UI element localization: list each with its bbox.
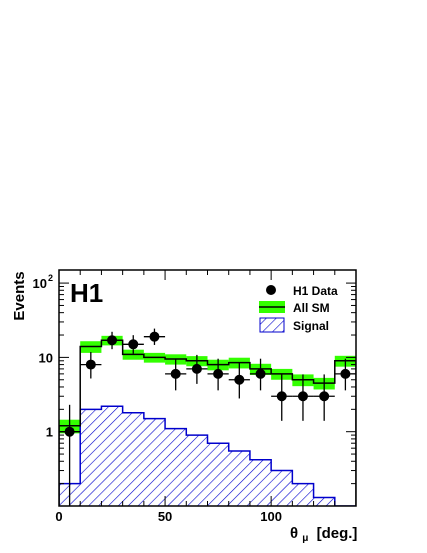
data-point — [319, 391, 330, 402]
signal-bin — [101, 406, 123, 506]
x-tick-label: 0 — [55, 509, 62, 524]
data-points-layer — [59, 328, 356, 506]
data-point — [107, 335, 118, 346]
y-axis-label: Events — [11, 271, 28, 320]
data-point — [276, 391, 287, 402]
data-point — [255, 368, 266, 379]
x-axis-label: θ μ [deg.] — [290, 525, 357, 545]
x-tick-label: 100 — [260, 509, 282, 524]
signal-bin — [207, 443, 229, 506]
x-axis-label-unit: [deg.] — [317, 525, 358, 542]
signal-bin — [143, 418, 166, 506]
data-point — [128, 339, 139, 350]
signal-bin — [292, 483, 314, 506]
signal-bin — [313, 497, 335, 506]
signal-bin — [122, 412, 144, 506]
data-point — [149, 331, 160, 342]
legend-label-data: H1 Data — [293, 284, 338, 298]
legend-signal-swatch — [259, 317, 285, 333]
legend-label-signal: Signal — [293, 319, 329, 333]
y-tick-label: 10 — [39, 350, 53, 365]
signal-bin — [249, 459, 272, 506]
data-point — [64, 426, 75, 437]
data-point — [191, 363, 202, 374]
sm-histogram-line — [59, 339, 356, 506]
signal-bin — [165, 428, 187, 506]
signal-outline — [59, 405, 356, 506]
signal-bin — [80, 409, 102, 506]
sm-histogram-layer — [59, 339, 356, 506]
data-point — [297, 391, 308, 402]
x-tick-label: 50 — [158, 509, 172, 524]
y-tick-label: 1 — [46, 425, 53, 440]
x-axis-label-subscript: μ — [302, 533, 308, 544]
data-point — [234, 374, 245, 385]
y-tick-label: 10 — [33, 276, 47, 291]
signal-layer — [59, 405, 356, 506]
signal-bin — [271, 470, 293, 506]
legend: H1 Data All SM Signal — [259, 284, 338, 333]
data-point — [85, 359, 96, 370]
legend-data-marker — [266, 285, 276, 295]
data-point — [213, 368, 224, 379]
signal-bin — [228, 450, 250, 506]
y-tick-label-exponent: 2 — [48, 273, 53, 283]
data-point — [170, 368, 181, 379]
signal-bin — [186, 435, 208, 506]
legend-label-sm: All SM — [293, 301, 330, 315]
experiment-label: H1 — [70, 278, 103, 308]
x-axis-label-symbol: θ — [290, 525, 298, 542]
data-point — [340, 368, 351, 379]
